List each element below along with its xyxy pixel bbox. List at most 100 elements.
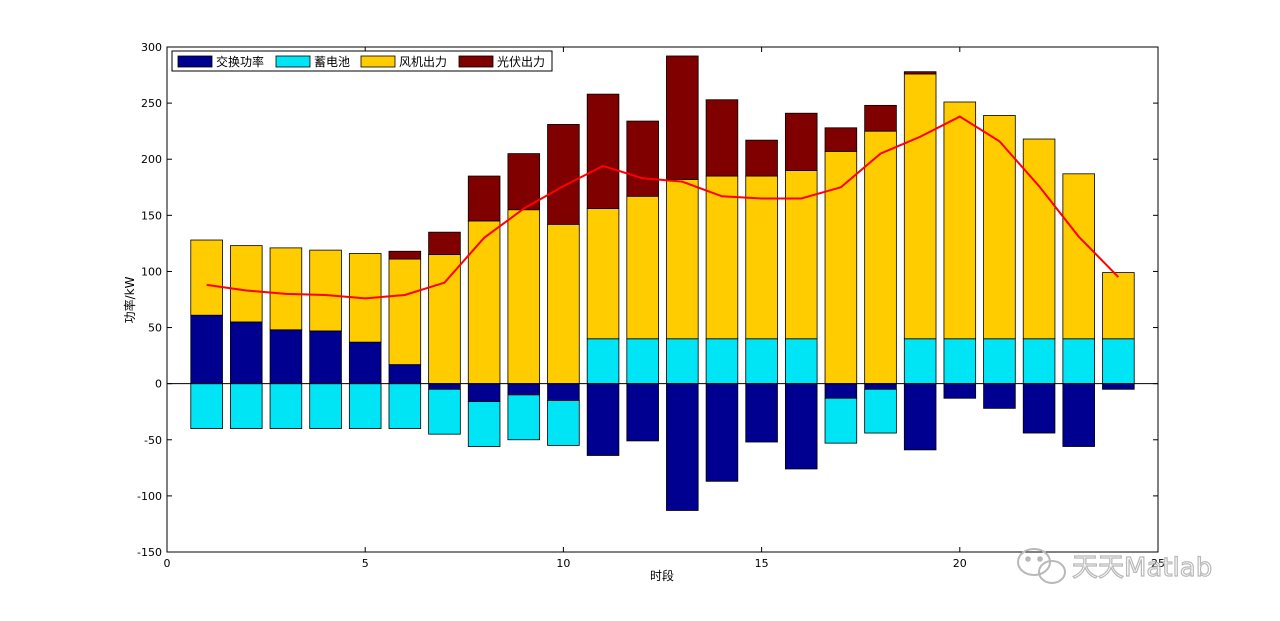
bar-s2-x24 [1102,272,1135,340]
legend-swatch-wind [360,55,396,68]
bar-s1-x16 [784,338,818,385]
watermark: 天天Matlab [1017,548,1213,584]
bar-s0-x17 [824,383,858,399]
bar-s2-x14 [705,175,739,340]
bar-s3-x10 [547,124,580,225]
bar-s0-x18 [864,383,897,390]
bar-s3-x8 [467,175,501,222]
bar-s3-x9 [507,153,541,211]
legend: 交换功率 蓄电池 风机出力 光伏出力 [171,50,553,72]
bar-s2-x15 [745,175,778,340]
bar-s1-x9 [507,394,541,441]
bar-s1-x23 [1062,338,1095,385]
bar-s1-x1 [190,383,223,429]
bar-s0-x13 [666,383,699,511]
bar-s3-x18 [864,104,897,132]
bar-s2-x22 [1022,138,1056,340]
y-tick-label: 300 [141,41,162,54]
bar-s0-x6 [388,364,422,385]
legend-label-exchange: 交换功率 [216,54,264,69]
watermark-text: 天天Matlab [1072,553,1212,583]
x-tick-label: 15 [755,557,769,570]
y-tick-label: 250 [141,97,162,110]
bar-s1-x8 [467,401,501,447]
y-tick-label: 0 [155,378,162,391]
x-tick-label: 0 [164,557,171,570]
bar-s2-x10 [547,223,580,385]
bar-s1-x5 [348,383,382,429]
legend-swatch-battery [275,55,311,68]
bar-s0-x12 [626,383,659,442]
plot-frame [166,46,1159,553]
bar-s1-x2 [230,383,263,429]
bar-s1-x10 [547,400,580,446]
bar-s1-x19 [903,338,937,385]
bar-s1-x24 [1102,338,1135,385]
bar-s2-x11 [586,208,620,340]
bar-s3-x19 [903,71,937,75]
bar-s3-x17 [824,127,858,152]
legend-swatch-exchange [177,55,213,68]
bar-s1-x21 [983,338,1016,385]
bar-s2-x18 [864,130,897,385]
bar-s0-x2 [230,321,263,385]
y-axis-label: 功率/kW [122,276,137,323]
bar-s0-x4 [309,330,342,385]
bar-s2-x4 [309,249,342,332]
bar-s1-x13 [666,338,699,385]
bar-s3-x6 [388,250,422,260]
bar-s0-x16 [784,383,818,470]
bar-s1-x11 [586,338,620,385]
bar-s2-x12 [626,195,659,340]
bar-s0-x14 [705,383,739,482]
bar-s0-x23 [1062,383,1095,447]
y-tick-label: 100 [141,265,162,278]
bar-s1-x15 [745,338,778,385]
legend-label-wind: 风机出力 [399,55,447,69]
bar-s3-x13 [666,55,699,180]
legend-label-pv: 光伏出力 [497,55,545,69]
bar-s2-x13 [666,179,699,340]
bar-s2-x8 [467,220,501,385]
bar-s0-x9 [507,383,541,396]
bar-s3-x11 [586,93,620,209]
y-tick-label: 50 [148,322,162,335]
bar-s0-x1 [190,314,223,385]
bar-s0-x19 [903,383,937,451]
bar-s0-x15 [745,383,778,443]
bar-s2-x2 [230,245,263,323]
bar-s2-x6 [388,258,422,365]
legend-label-battery: 蓄电池 [314,55,350,69]
load-line [206,115,1120,300]
x-tick-label: 25 [1151,557,1165,570]
bar-s2-x20 [943,101,977,340]
ticks-group: 0 5 10 15 20 25 -150 -100 -50 0 50 100 150 200 250 300 [137,41,1165,570]
bar-s2-x23 [1062,173,1095,340]
bar-s0-x7 [428,383,461,390]
bar-s0-x22 [1022,383,1056,434]
bar-s0-x11 [586,383,620,456]
bar-s3-x15 [745,139,778,177]
bar-s1-x6 [388,383,422,429]
bar-s1-x4 [309,383,342,429]
bar-s0-x21 [983,383,1016,409]
bar-s3-x16 [784,112,818,171]
bar-s1-x18 [864,388,897,434]
x-tick-label: 5 [362,557,369,570]
bar-s0-x20 [943,383,977,399]
bar-s1-x14 [705,338,739,385]
y-tick-label: -50 [144,434,162,447]
bar-s0-x5 [348,341,382,385]
bar-s0-x8 [467,383,501,403]
wechat-icon [1017,548,1066,584]
y-tick-label: 150 [141,209,162,222]
bar-s2-x3 [269,247,303,331]
y-tick-label: -100 [137,490,162,503]
bar-s1-x7 [428,388,461,435]
bar-s0-x24 [1102,383,1135,390]
legend-swatch-pv [458,55,494,68]
x-tick-label: 10 [556,557,570,570]
bar-s3-x12 [626,120,659,197]
bar-s1-x3 [269,383,303,429]
